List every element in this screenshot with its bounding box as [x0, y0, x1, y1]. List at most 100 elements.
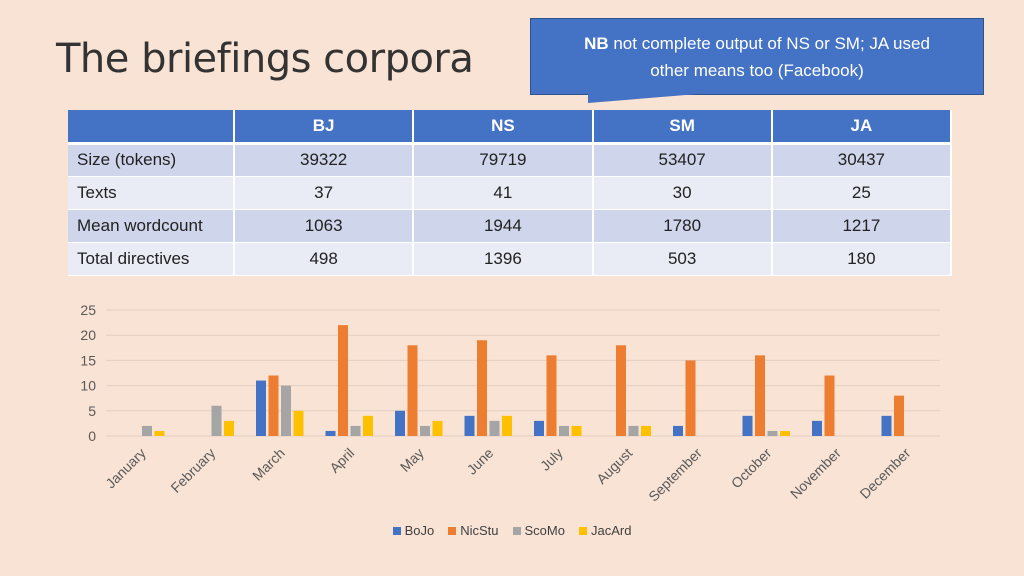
header-cell: JA — [771, 110, 953, 145]
table-cell: 503 — [592, 242, 773, 276]
x-tick-label: April — [326, 445, 357, 476]
bar-bojo-june — [464, 415, 475, 436]
table-cell: 498 — [234, 242, 415, 276]
bar-scomo-july — [559, 425, 569, 436]
table-cell: 1780 — [592, 209, 773, 243]
bar-jacard-july — [571, 425, 582, 436]
y-tick-label: 20 — [80, 327, 96, 343]
bar-jacard-june — [502, 415, 512, 436]
table-cell: 1396 — [413, 242, 594, 276]
bar-bojo-november — [812, 420, 822, 436]
bar-jacard-february — [224, 420, 234, 436]
legend-swatch — [392, 526, 401, 535]
x-tick-label: June — [464, 445, 497, 478]
legend-label: NicStu — [460, 523, 499, 538]
table-cell: 41 — [413, 176, 594, 210]
bar-scomo-february — [211, 405, 222, 436]
callout-pointer — [588, 94, 698, 103]
bar-jacard-october — [780, 430, 790, 436]
legend-item: JacArd — [578, 523, 632, 538]
bar-jacard-august — [641, 425, 651, 436]
table-row: Total directives 498 1396 503 180 — [68, 242, 953, 276]
bar-bojo-october — [742, 415, 753, 436]
legend-swatch — [448, 526, 457, 535]
callout-bold: NB — [584, 34, 609, 53]
table-cell: 30 — [592, 176, 773, 210]
x-tick-label: May — [397, 445, 427, 475]
legend-label: BoJo — [404, 523, 435, 538]
x-tick-label: December — [856, 445, 913, 502]
table-cell: 1063 — [234, 209, 415, 243]
bar-bojo-july — [534, 420, 544, 436]
bar-jacard-may — [432, 420, 443, 436]
y-tick-label: 5 — [88, 403, 96, 419]
legend-label: ScoMo — [524, 523, 565, 538]
bar-nicstu-march — [268, 375, 279, 436]
table-cell: 39322 — [234, 143, 415, 177]
table-cell: 79719 — [413, 143, 594, 177]
bar-nicstu-august — [616, 345, 626, 436]
y-tick-label: 15 — [80, 352, 96, 368]
bar-scomo-october — [767, 430, 778, 436]
row-label: Mean wordcount — [68, 209, 235, 243]
bar-nicstu-july — [546, 355, 557, 436]
bar-scomo-march — [281, 385, 291, 436]
legend-label: JacArd — [590, 523, 632, 538]
table-row: Mean wordcount 1063 1944 1780 1217 — [68, 209, 953, 243]
header-cell: SM — [592, 110, 773, 145]
x-tick-label: January — [102, 445, 149, 492]
header-cell — [68, 110, 235, 145]
note-callout: NB not complete output of NS or SM; JA u… — [530, 18, 984, 95]
x-tick-label: February — [167, 445, 218, 496]
table-header-row: BJ NS SM JA — [68, 110, 953, 145]
bar-bojo-december — [881, 415, 892, 436]
bar-jacard-april — [363, 415, 373, 436]
row-label: Size (tokens) — [68, 143, 235, 177]
table-cell: 53407 — [592, 143, 773, 177]
bar-nicstu-december — [894, 395, 904, 436]
x-tick-label: August — [593, 445, 635, 487]
legend-item: ScoMo — [512, 523, 565, 538]
bar-scomo-june — [489, 420, 500, 436]
header-cell: NS — [413, 110, 594, 145]
y-tick-label: 10 — [80, 378, 96, 394]
table-cell: 37 — [234, 176, 415, 210]
bar-jacard-march — [293, 410, 304, 436]
y-tick-label: 0 — [88, 428, 96, 444]
bar-scomo-may — [420, 425, 430, 436]
legend-item: NicStu — [448, 523, 499, 538]
x-tick-label: November — [787, 445, 844, 502]
bar-jacard-january — [154, 430, 165, 436]
bar-nicstu-june — [477, 340, 487, 436]
header-cell: BJ — [234, 110, 415, 145]
table-cell: 30437 — [771, 143, 953, 177]
bar-scomo-april — [350, 425, 361, 436]
bar-nicstu-september — [685, 360, 696, 436]
legend-swatch — [578, 526, 587, 535]
table-cell: 1217 — [771, 209, 953, 243]
x-tick-label: March — [249, 445, 288, 484]
table-cell: 180 — [771, 242, 953, 276]
bar-nicstu-november — [824, 375, 835, 436]
bar-nicstu-may — [407, 345, 418, 436]
legend-item: BoJo — [392, 523, 435, 538]
bar-nicstu-october — [755, 355, 765, 436]
bar-bojo-april — [325, 430, 336, 436]
table-row: Size (tokens) 39322 79719 53407 30437 — [68, 143, 953, 177]
callout-line1: not complete output of NS or SM; JA used — [608, 34, 930, 53]
table-row: Texts 37 41 30 25 — [68, 176, 953, 210]
monthly-directives-chart: 0 5 10 15 20 25 January February March April May Ju… — [80, 302, 940, 505]
x-tick-label: October — [728, 445, 775, 492]
y-tick-label: 25 — [80, 302, 96, 318]
bar-bojo-may — [395, 410, 405, 436]
slide-title: The briefings corpora — [56, 36, 474, 82]
bar-scomo-january — [142, 425, 152, 436]
callout-line2: other means too (Facebook) — [650, 61, 864, 80]
chart-legend: BoJo NicStu ScoMo JacArd — [0, 523, 1024, 538]
bar-scomo-august — [628, 425, 639, 436]
legend-swatch — [512, 526, 521, 535]
x-tick-label: September — [645, 445, 705, 505]
bar-nicstu-april — [338, 325, 348, 436]
row-label: Total directives — [68, 242, 235, 276]
row-label: Texts — [68, 176, 235, 210]
